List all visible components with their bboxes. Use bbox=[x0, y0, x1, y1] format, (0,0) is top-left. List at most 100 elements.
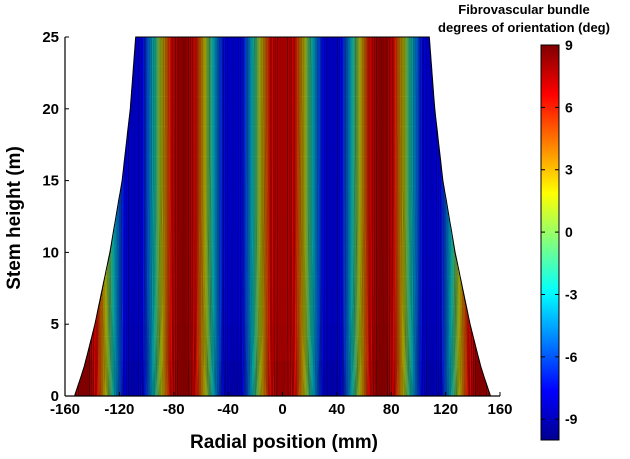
heatmap-cell bbox=[95, 216, 99, 253]
heatmap-cell bbox=[295, 37, 298, 74]
heatmap-cell bbox=[257, 37, 260, 74]
heatmap-cell bbox=[422, 144, 425, 182]
heatmap-cell bbox=[338, 108, 342, 146]
heatmap-cell bbox=[181, 360, 184, 396]
contour-line bbox=[150, 37, 153, 396]
heatmap-cell bbox=[126, 252, 130, 289]
heatmap-cell bbox=[327, 252, 331, 289]
heatmap-cell bbox=[175, 252, 178, 289]
heatmap-cell bbox=[295, 288, 298, 325]
heatmap-cell bbox=[380, 180, 383, 218]
heatmap-cell bbox=[237, 324, 240, 361]
heatmap-cell bbox=[416, 360, 420, 396]
heatmap-cell bbox=[451, 37, 454, 74]
heatmap-cell bbox=[447, 144, 450, 182]
heatmap-cell bbox=[411, 216, 414, 253]
heatmap-cell bbox=[69, 109, 71, 146]
heatmap-cell bbox=[112, 72, 115, 110]
heatmap-cell bbox=[150, 252, 153, 289]
contour-line bbox=[225, 37, 227, 396]
heatmap-cell bbox=[493, 145, 495, 182]
heatmap-cell bbox=[153, 288, 157, 325]
heatmap-cell bbox=[74, 144, 75, 182]
heatmap-cell bbox=[162, 72, 166, 110]
heatmap-cell bbox=[258, 360, 262, 396]
heatmap-cell bbox=[287, 252, 291, 289]
heatmap-cell bbox=[380, 108, 383, 146]
heatmap-cell bbox=[257, 360, 260, 396]
heatmap-cell bbox=[374, 252, 378, 289]
heatmap-cell bbox=[360, 216, 363, 253]
heatmap-cell bbox=[108, 324, 111, 361]
heatmap-cell bbox=[284, 180, 287, 218]
heatmap-cell bbox=[88, 37, 91, 74]
contour-line bbox=[488, 37, 490, 396]
heatmap-cell bbox=[474, 144, 478, 182]
contour-line bbox=[313, 37, 315, 396]
heatmap-cell bbox=[70, 360, 72, 397]
heatmap-cell bbox=[498, 73, 500, 110]
heatmap-cell bbox=[393, 108, 396, 146]
heatmap-cell bbox=[347, 37, 351, 74]
heatmap-cell bbox=[103, 144, 106, 182]
heatmap-cell bbox=[117, 72, 120, 110]
heatmap-cell bbox=[493, 181, 495, 218]
contour-line bbox=[419, 37, 421, 396]
contour-line bbox=[73, 37, 74, 396]
heatmap-cell bbox=[284, 108, 287, 146]
heatmap-cell bbox=[469, 252, 472, 289]
heatmap-cell bbox=[237, 288, 240, 325]
heatmap-cell bbox=[99, 252, 102, 289]
heatmap-cell bbox=[414, 360, 418, 396]
heatmap-cell bbox=[94, 37, 97, 74]
heatmap-cell bbox=[463, 37, 467, 74]
heatmap-cell bbox=[394, 360, 398, 396]
heatmap-cell bbox=[70, 288, 72, 325]
heatmap-cell bbox=[124, 324, 128, 361]
heatmap-cell bbox=[173, 324, 177, 361]
heatmap-cell bbox=[128, 216, 131, 253]
contour-line bbox=[407, 37, 409, 396]
heatmap-cell bbox=[253, 180, 256, 218]
heatmap-cell bbox=[84, 180, 88, 218]
heatmap-cell bbox=[278, 108, 282, 146]
heatmap-cell bbox=[204, 72, 207, 110]
heatmap-cell bbox=[469, 216, 472, 253]
heatmap-cell bbox=[126, 324, 130, 361]
contour-line bbox=[158, 37, 161, 396]
heatmap-cell bbox=[360, 37, 363, 74]
contour-line bbox=[264, 37, 267, 396]
heatmap-cell bbox=[289, 324, 293, 361]
heatmap-cell bbox=[289, 252, 293, 289]
heatmap-cell bbox=[75, 108, 79, 146]
heatmap-cell bbox=[398, 216, 401, 253]
heatmap-cell bbox=[103, 72, 106, 110]
heatmap-cell bbox=[119, 144, 122, 182]
heatmap-cell bbox=[249, 37, 253, 74]
heatmap-cell bbox=[440, 252, 443, 289]
heatmap-cell bbox=[130, 216, 133, 253]
heatmap-cell bbox=[331, 216, 334, 253]
heatmap-cell bbox=[208, 180, 211, 218]
heatmap-cell bbox=[342, 144, 345, 182]
heatmap-cell bbox=[90, 360, 93, 396]
heatmap-cell bbox=[432, 108, 436, 146]
heatmap-cell bbox=[369, 144, 372, 182]
heatmap-cell bbox=[418, 180, 421, 218]
heatmap-cell bbox=[491, 181, 493, 218]
heatmap-cell bbox=[405, 360, 409, 396]
heatmap-cell bbox=[456, 108, 459, 146]
heatmap-cell bbox=[97, 144, 101, 182]
heatmap-cell bbox=[445, 144, 449, 182]
heatmap-cell bbox=[179, 72, 182, 110]
heatmap-cell bbox=[219, 37, 222, 74]
heatmap-cell bbox=[101, 180, 104, 218]
heatmap-cell bbox=[458, 72, 461, 110]
heatmap-cell bbox=[266, 216, 269, 253]
heatmap-cell bbox=[496, 181, 498, 218]
heatmap-cell bbox=[141, 288, 144, 325]
heatmap-cell bbox=[329, 288, 333, 325]
heatmap-cell bbox=[150, 288, 153, 325]
heatmap-cell bbox=[121, 108, 124, 146]
